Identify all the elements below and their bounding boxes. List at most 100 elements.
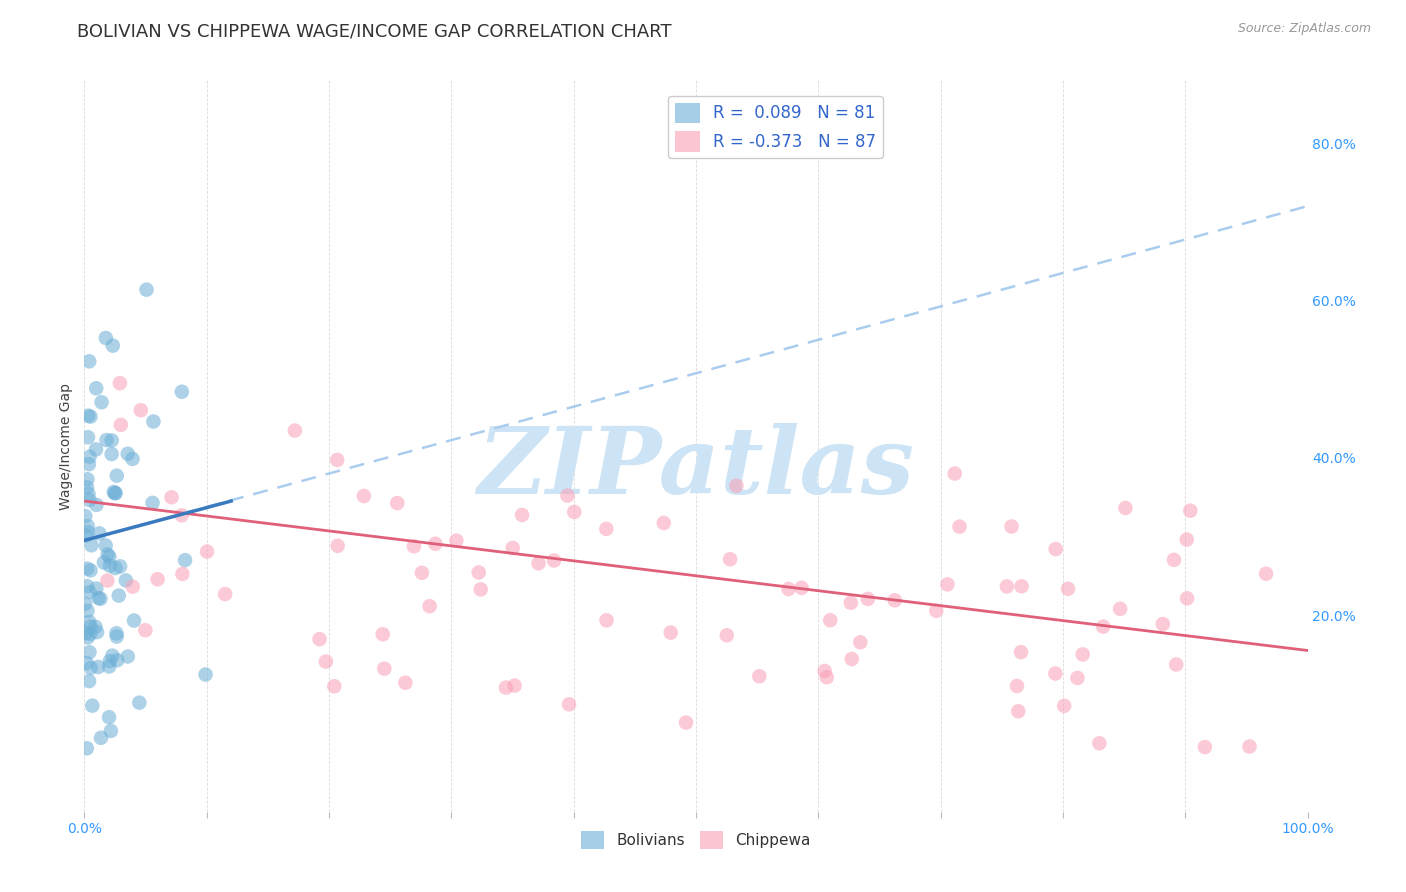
Point [77,615,100,629]
Point [373,662,395,676]
Point [160,491,183,505]
Point [326,453,349,467]
Point [371,627,394,641]
Point [76,524,98,539]
Point [101,339,124,353]
Point [77,486,100,500]
Point [103,485,125,500]
Point [79,627,101,641]
Point [93,556,115,570]
Point [1053,698,1076,713]
Point [943,467,966,481]
Point [90,731,112,745]
Point [470,582,492,597]
Point [652,516,675,530]
Point [883,593,905,607]
Point [89,591,111,606]
Point [315,655,337,669]
Point [1175,591,1198,606]
Point [108,559,131,574]
Point [411,566,433,580]
Point [77,430,100,444]
Point [94,331,117,345]
Point [557,489,579,503]
Point [76,741,98,756]
Point [1239,739,1261,754]
Point [87,660,110,674]
Y-axis label: Wage/Income Gap: Wage/Income Gap [59,383,73,509]
Point [79,645,101,659]
Point [419,599,441,614]
Point [839,596,862,610]
Point [718,552,741,566]
Point [76,480,98,494]
Point [80,661,103,675]
Point [79,585,101,599]
Point [142,415,165,429]
Point [1175,533,1198,547]
Point [146,572,169,586]
Point [790,581,813,595]
Point [98,558,121,573]
Point [856,591,879,606]
Point [353,489,375,503]
Point [86,498,108,512]
Point [675,715,697,730]
Point [135,283,157,297]
Point [948,519,970,533]
Point [121,580,143,594]
Point [308,632,330,647]
Point [80,538,103,552]
Point [75,626,97,640]
Point [77,674,100,689]
Point [925,604,948,618]
Point [558,698,581,712]
Point [1045,542,1067,557]
Point [841,652,863,666]
Point [100,723,122,738]
Point [425,537,447,551]
Point [1010,645,1032,659]
Point [172,566,194,581]
Point [195,544,218,558]
Point [284,424,307,438]
Point [86,625,108,640]
Text: Source: ZipAtlas.com: Source: ZipAtlas.com [1237,22,1371,36]
Point [725,479,748,493]
Point [110,417,132,432]
Point [1152,617,1174,632]
Point [141,496,163,510]
Point [174,553,197,567]
Point [170,384,193,399]
Point [84,620,107,634]
Point [1088,736,1111,750]
Point [543,553,565,567]
Point [1066,671,1088,685]
Point [936,577,959,591]
Point [778,582,800,596]
Point [115,574,138,588]
Point [82,698,104,713]
Point [117,447,139,461]
Point [76,631,98,645]
Point [1166,657,1188,672]
Point [76,656,98,670]
Point [75,528,97,542]
Point [121,451,143,466]
Point [1011,579,1033,593]
Point [1000,519,1022,533]
Point [815,670,838,684]
Point [107,589,129,603]
Point [128,696,150,710]
Point [79,409,101,424]
Point [995,579,1018,593]
Point [394,675,416,690]
Point [84,442,107,457]
Point [96,433,118,447]
Point [446,533,468,548]
Point [527,557,550,571]
Point [86,582,108,596]
Text: ZIPatlas: ZIPatlas [478,423,914,513]
Point [129,403,152,417]
Point [75,509,97,524]
